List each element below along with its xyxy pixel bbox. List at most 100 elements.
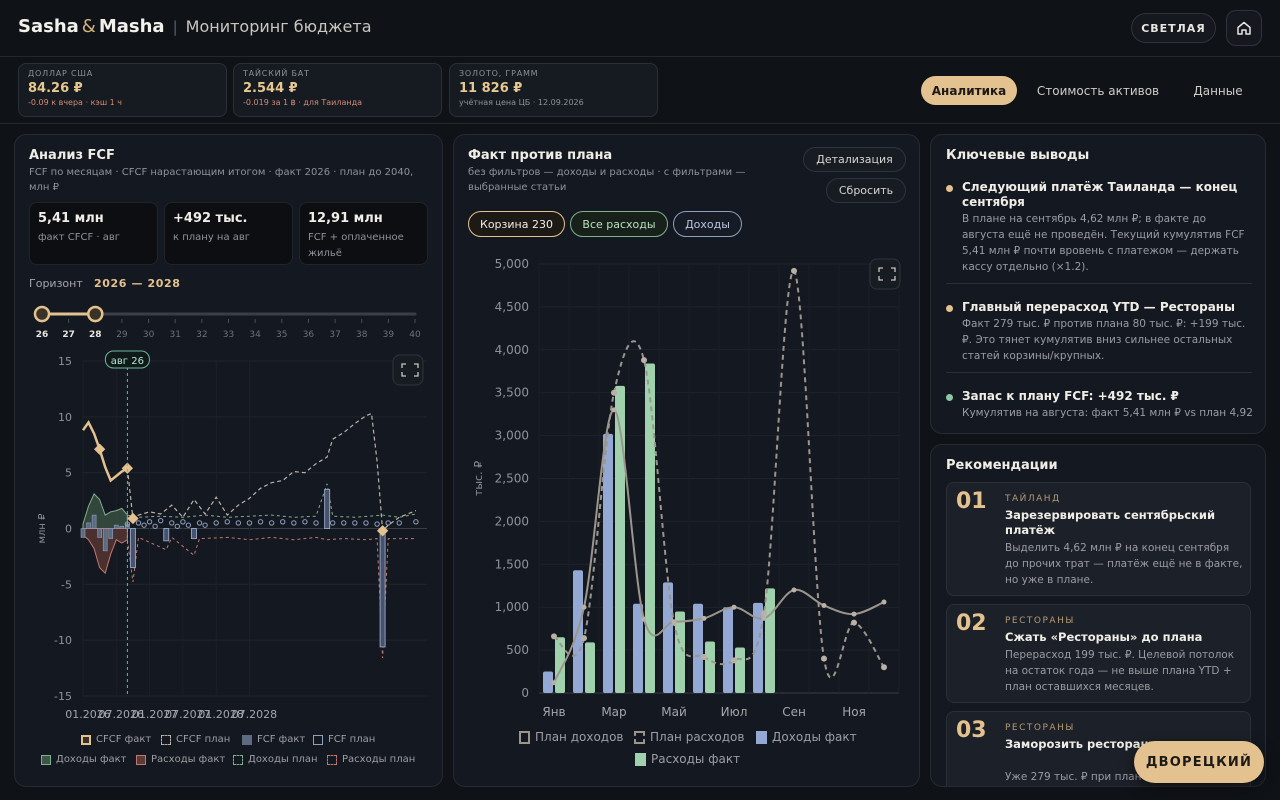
- slider-tick-label: 26: [36, 330, 49, 340]
- legend-income-plan[interactable]: План доходов: [519, 730, 624, 744]
- slider-tick-label: 29: [116, 330, 128, 340]
- slider-tick-label: 37: [329, 330, 340, 340]
- insight-title: Главный перерасход YTD — Рестораны: [962, 300, 1235, 314]
- expense-plan-line: [126, 536, 416, 659]
- slider-tick-label: 36: [303, 330, 315, 340]
- fcf-fact-bar: [119, 525, 125, 529]
- legend-label: Доходы факт: [56, 754, 127, 765]
- fcf-plan-point: [302, 519, 308, 525]
- recommendation-card[interactable]: 02 РЕСТОРАНЫ Сжать «Рестораны» до плана …: [946, 604, 1251, 703]
- insight-dot-icon: [946, 394, 953, 401]
- app-header: Sasha & Masha | Мониторинг бюджета СВЕТЛАЯ: [0, 0, 1280, 57]
- legend-expense-fact[interactable]: Расходы факт: [136, 754, 225, 765]
- fcf-plan-bar: [129, 528, 136, 569]
- fcf-fact-bar: [80, 528, 86, 538]
- fcf-fullscreen-button[interactable]: [392, 354, 424, 386]
- legend-swatch: [519, 730, 530, 744]
- pf-x-tick: Июл: [721, 705, 748, 719]
- legend-label: Доходы план: [248, 754, 318, 765]
- fcf-y-tick: -15: [54, 690, 72, 703]
- rate-card-gold: ЗОЛОТО, ГРАММ 11 826 ₽ учётная цена ЦБ ·…: [449, 63, 658, 117]
- filter-chip-income[interactable]: Доходы: [673, 211, 742, 237]
- recommendation-card[interactable]: 01 ТАЙЛАНД Зарезервировать сентябрьский …: [946, 482, 1251, 596]
- pf-fullscreen-frame: [869, 258, 901, 290]
- cfcf-fact-point: [121, 462, 134, 474]
- fcf-plan-point: [385, 520, 391, 526]
- legend-swatch: [756, 730, 767, 744]
- fcf-plan-point: [374, 521, 380, 527]
- legend-swatch: [81, 734, 91, 745]
- legend-income-fact[interactable]: Доходы факт: [41, 754, 127, 765]
- expense-plan-point: [821, 655, 827, 662]
- horizon-label: Горизонт: [29, 277, 83, 290]
- reset-button[interactable]: Сбросить: [826, 178, 906, 203]
- legend-swatch: [313, 734, 323, 745]
- slider-tick-label: 28: [89, 330, 102, 340]
- legend-income-plan[interactable]: Доходы план: [233, 754, 318, 765]
- kpi-value: 5,41 млн: [38, 211, 104, 226]
- expense-fact-bar: [735, 647, 745, 693]
- fcf-plan-point: [213, 520, 219, 526]
- expand-icon: [401, 363, 419, 377]
- home-button[interactable]: [1226, 10, 1262, 46]
- filter-chip-all-expenses[interactable]: Все расходы: [570, 211, 668, 237]
- kpi-card-fcf-housing: 12,91 млн FCF + оплаченное жильё: [299, 202, 428, 265]
- legend-expense-fact[interactable]: Расходы факт: [635, 752, 740, 766]
- legend-expense-plan[interactable]: Расходы план: [327, 754, 415, 765]
- fcf-y-tick: 15: [58, 355, 72, 368]
- expense-plan-point: [581, 635, 587, 642]
- fcf-plan-point: [152, 523, 158, 529]
- legend-fcf-plan[interactable]: FCF план: [313, 734, 375, 745]
- expand-icon: [878, 267, 896, 281]
- legend-swatch: [242, 734, 252, 745]
- legend-cfcf-plan[interactable]: CFCF план: [161, 734, 230, 745]
- cfcf-plan-line: [126, 412, 417, 533]
- assistant-button[interactable]: ДВОРЕЦКИЙ: [1134, 741, 1264, 783]
- legend-expense-plan[interactable]: План расходов: [634, 730, 744, 744]
- fcf-plan-point: [141, 522, 147, 528]
- legend-fcf-fact[interactable]: FCF факт: [242, 734, 305, 745]
- fcf-plan-point: [246, 520, 253, 526]
- income-fact-bar: [663, 582, 673, 693]
- fcf-plan-point: [124, 521, 131, 527]
- fcf-plan-point: [157, 517, 164, 524]
- legend-swatch: [233, 754, 243, 765]
- legend-income-fact[interactable]: Доходы факт: [756, 730, 857, 744]
- legend-cfcf-fact[interactable]: CFCF факт: [81, 734, 151, 745]
- horizon-slider[interactable]: 26 27 28 29 30 31 32 33 34 35 36 37 38 39 40: [15, 300, 444, 345]
- rate-label: ЗОЛОТО, ГРАММ: [459, 69, 539, 78]
- slider-tick-label: 40: [409, 330, 421, 340]
- cfcf-plan-point: [376, 525, 389, 537]
- rec-category: РЕСТОРАНЫ: [1005, 616, 1075, 626]
- theme-toggle-button[interactable]: СВЕТЛАЯ: [1131, 13, 1216, 43]
- tab-analytics[interactable]: Аналитика: [921, 76, 1017, 105]
- insight-dot-icon: [946, 185, 953, 192]
- fcf-fact-bar: [91, 514, 97, 529]
- slider-handle-start[interactable]: [33, 305, 51, 323]
- expense-plan-point: [731, 657, 737, 664]
- legend-label: План доходов: [535, 730, 624, 744]
- legend-label: Расходы факт: [651, 752, 741, 766]
- filter-chip-basket[interactable]: Корзина 230: [468, 211, 565, 237]
- slider-tick-label: 39: [383, 330, 395, 340]
- fcf-x-tick: 07.2026: [99, 708, 145, 721]
- pf-fullscreen-button[interactable]: [869, 258, 901, 290]
- expense-plan-point: [881, 664, 887, 671]
- brand-name-a: Sasha: [18, 16, 79, 37]
- legend-swatch: [327, 754, 337, 765]
- tab-data[interactable]: Данные: [1193, 83, 1243, 98]
- insight-body: В плане на сентябрь 4,62 млн ₽; в факте …: [962, 213, 1245, 273]
- main-tabs: Аналитика Стоимость активов Данные: [916, 73, 1262, 107]
- expense-plan-point: [761, 610, 767, 617]
- pf-y-tick: 4,000: [495, 343, 529, 357]
- kpi-label: факт CFCF · авг: [38, 232, 121, 243]
- detail-button[interactable]: Детализация: [803, 147, 906, 172]
- rec-body: Перерасход 199 тыс. ₽. Целевой потолок н…: [1005, 649, 1235, 693]
- fcf-plan-point: [174, 523, 181, 529]
- rate-card-thb: ТАЙСКИЙ БАТ 2.544 ₽ -0.019 за 1 ฿ · для …: [233, 63, 442, 117]
- rate-label: ДОЛЛАР США: [28, 69, 94, 78]
- tab-assets[interactable]: Стоимость активов: [1036, 83, 1160, 98]
- slider-handle-end[interactable]: [87, 305, 104, 323]
- legend-swatch: [136, 754, 146, 765]
- expense-fact-bar: [765, 588, 775, 693]
